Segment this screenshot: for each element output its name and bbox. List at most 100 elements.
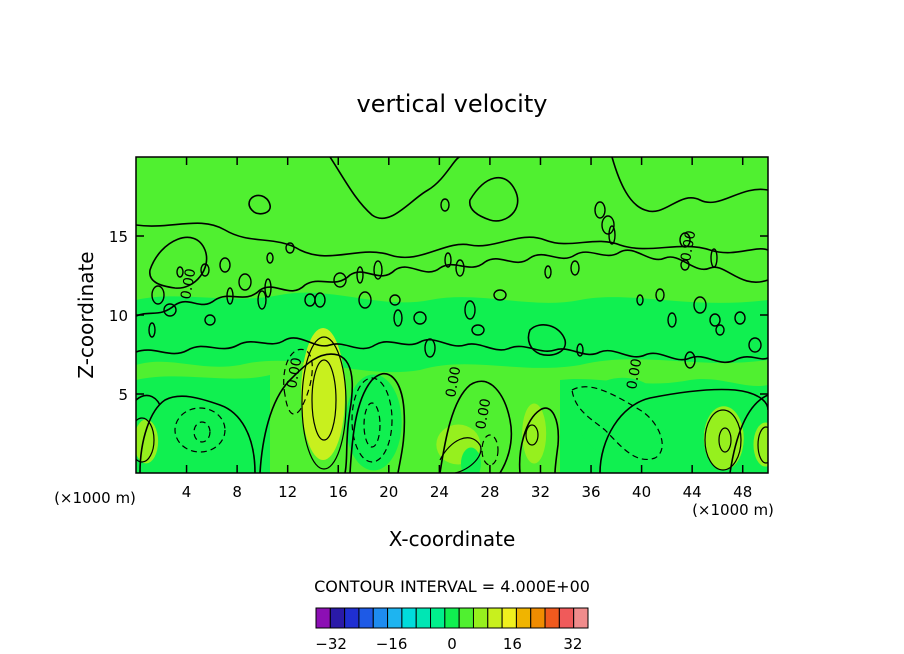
contour-blob (471, 324, 485, 336)
x-axis-label: X-coordinate (389, 527, 516, 551)
svg-text:0.00: 0.00 (178, 267, 199, 300)
colorbar-swatch (530, 607, 546, 629)
colorbar-swatch (372, 607, 389, 629)
contour-blob (684, 351, 696, 369)
colorbar-swatch (444, 607, 460, 629)
contour-blob (636, 294, 644, 306)
colorbar-tick-label: 0 (447, 635, 457, 653)
contour-blob (358, 291, 372, 309)
colorbar-tick-label: 16 (503, 635, 522, 653)
feature-patch (173, 404, 230, 453)
colorbar (315, 607, 589, 629)
contour-blob (238, 273, 252, 291)
feature-patch (345, 374, 402, 471)
colorbar-swatch (387, 607, 403, 629)
contour-blob (176, 266, 184, 278)
colorbar-swatch (344, 607, 360, 629)
x-tick-label: 8 (232, 483, 242, 501)
contour-blob (667, 312, 677, 328)
contour-blob (655, 288, 665, 302)
contour-blob (163, 303, 177, 317)
contour-blob (151, 285, 165, 305)
contour-blob (356, 266, 364, 284)
svg-text:0.00: 0.00 (473, 397, 494, 430)
feature-patch (460, 447, 481, 473)
contour-blob (314, 292, 326, 308)
colorbar-tick-label: 32 (563, 635, 582, 653)
x-unit-right: (×1000 m) (692, 501, 774, 519)
x-tick-label: 12 (278, 483, 297, 501)
x-tick-label: 32 (531, 483, 550, 501)
contour-blob (219, 257, 231, 273)
contour-blob (544, 265, 552, 279)
contour-blob (389, 294, 401, 306)
colorbar-swatch (358, 607, 374, 629)
contour-blob (285, 242, 295, 254)
positive-contours (136, 336, 768, 473)
x-tick-label: 16 (329, 483, 348, 501)
contour-blob (693, 296, 707, 314)
x-tick-label: 48 (733, 483, 752, 501)
contour-blob (715, 324, 725, 336)
contour-blob (710, 248, 718, 268)
x-tick-label: 40 (632, 483, 651, 501)
feature-patch (577, 377, 668, 458)
contour-interval-text: CONTOUR INTERVAL = 4.000E+00 (314, 577, 590, 596)
small-contour-blobs (148, 198, 762, 369)
contour-blob (570, 260, 580, 276)
svg-text:0.00: 0.00 (443, 365, 464, 398)
y-tick-label: 5 (118, 386, 128, 404)
colorbar-swatch (501, 607, 517, 629)
x-tick-label: 36 (581, 483, 600, 501)
colorbar-swatch (458, 607, 474, 629)
y-tick-label: 10 (109, 307, 128, 325)
chart-title: vertical velocity (357, 90, 548, 118)
contour-blob (204, 314, 216, 326)
feature-patch (522, 403, 547, 464)
feature-patch (753, 422, 768, 467)
contour-blob (576, 343, 584, 357)
x-unit-left: (×1000 m) (54, 489, 136, 507)
x-tick-label: 24 (430, 483, 449, 501)
zero-contours (136, 157, 768, 473)
colorbar-swatch (487, 607, 503, 629)
negative-contours (174, 348, 663, 466)
contour-blob (393, 309, 403, 327)
contour-blob (264, 278, 272, 298)
zero-labels: 0.00 0.00 0.00 0.00 0.00 0.00 (178, 229, 699, 430)
contour-field: 0.00 0.00 0.00 0.00 0.00 0.00 (136, 157, 768, 473)
contour-blob (266, 252, 274, 264)
colorbar-swatch (558, 607, 575, 629)
svg-text:0.00: 0.00 (678, 229, 699, 262)
x-tick-label: 20 (379, 483, 398, 501)
contour-blob (455, 259, 465, 277)
contour-blob (440, 198, 450, 212)
colorbar-ticks: −32 −16 0 16 32 (315, 635, 582, 653)
colorbar-swatch (472, 607, 489, 629)
y-tick-label: 15 (109, 228, 128, 246)
colorbar-swatch (329, 607, 346, 629)
contour-blob (748, 337, 762, 353)
contour-blob (734, 311, 746, 325)
colorbar-swatch (573, 607, 589, 629)
contour-blob (333, 272, 347, 288)
colorbar-swatch (415, 607, 432, 629)
colorbar-tick-label: −16 (376, 635, 408, 653)
contour-blob (601, 215, 615, 235)
contour-blob (608, 225, 616, 245)
colorbar-swatch (430, 607, 446, 629)
contour-blob (709, 313, 721, 327)
contour-blob (424, 338, 436, 358)
contour-blob (679, 232, 691, 248)
contour-blob (464, 300, 476, 320)
x-tick-label: 28 (480, 483, 499, 501)
colorbar-tick-label: −32 (315, 635, 347, 653)
svg-text:0.00: 0.00 (624, 357, 645, 390)
contour-blob (148, 322, 156, 338)
colorbar-swatch (544, 607, 560, 629)
contour-blob (226, 287, 234, 305)
contour-blob (594, 201, 606, 219)
colorbar-swatch (315, 607, 331, 629)
colorbar-swatch (515, 607, 532, 629)
y-axis-ticks: 5 10 15 (109, 228, 768, 404)
